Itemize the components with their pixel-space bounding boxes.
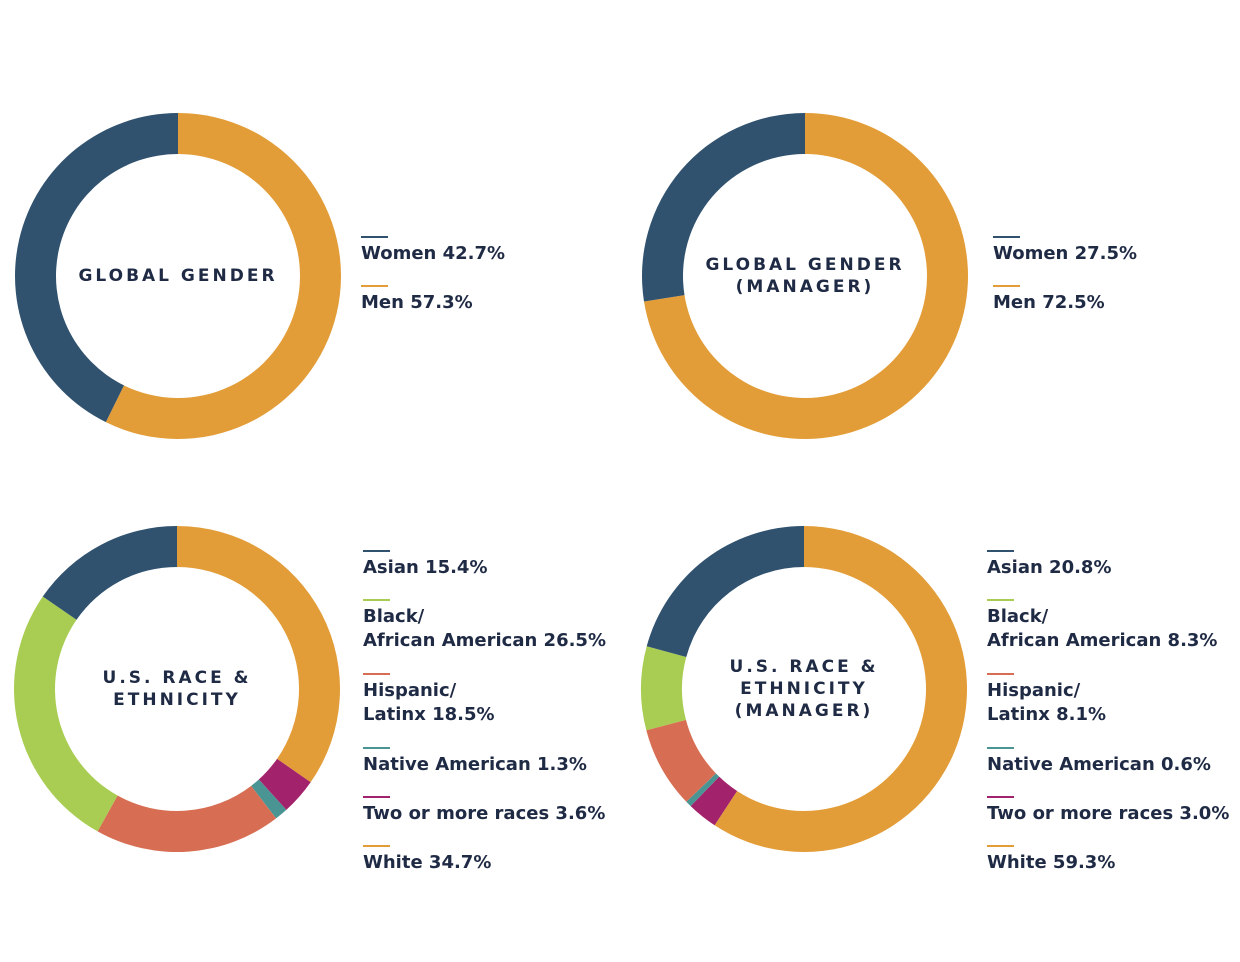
legend-label: Men 72.5% bbox=[993, 292, 1105, 313]
legend-label: Native American 0.6% bbox=[987, 754, 1211, 775]
donut-us-race-ethnicity: U.S. RACE & ETHNICITY bbox=[12, 524, 342, 854]
legend-item-white: White 59.3% bbox=[987, 845, 1240, 875]
slice-black-african-american bbox=[641, 646, 687, 731]
legend-swatch bbox=[987, 550, 1014, 552]
legend-swatch bbox=[987, 845, 1014, 847]
legend-swatch bbox=[363, 796, 390, 798]
donut-svg bbox=[642, 113, 968, 439]
legend-swatch bbox=[987, 747, 1014, 749]
donut-us-race-ethnicity-manager: U.S. RACE & ETHNICITY (MANAGER) bbox=[639, 524, 969, 854]
legend-swatch bbox=[993, 236, 1020, 238]
legend-swatch bbox=[993, 285, 1020, 287]
slice-asian bbox=[646, 526, 804, 658]
donut-svg bbox=[641, 526, 967, 852]
slice-hispanic-latinx bbox=[646, 719, 716, 802]
legend-swatch bbox=[987, 599, 1014, 601]
legend-label: Hispanic/ Latinx 18.5% bbox=[363, 680, 495, 725]
slice-women bbox=[15, 113, 178, 423]
legend-swatch bbox=[363, 550, 390, 552]
legend-item-two-or-more: Two or more races 3.0% bbox=[987, 796, 1240, 826]
legend-label: Two or more races 3.6% bbox=[363, 803, 606, 824]
donut-global-gender-manager: GLOBAL GENDER (MANAGER) bbox=[640, 111, 970, 441]
legend-item-native-american: Native American 1.3% bbox=[363, 747, 623, 777]
legend-item-black: Black/ African American 8.3% bbox=[987, 599, 1240, 653]
donut-svg bbox=[15, 113, 341, 440]
legend-item-two-or-more: Two or more races 3.6% bbox=[363, 796, 623, 826]
legend-swatch bbox=[987, 673, 1014, 675]
legend-label: Black/ African American 26.5% bbox=[363, 606, 606, 651]
legend-swatch bbox=[363, 747, 390, 749]
legend-label: Black/ African American 8.3% bbox=[987, 606, 1218, 651]
slice-two-or-more-races bbox=[258, 758, 311, 810]
slice-native-american bbox=[686, 773, 720, 807]
legend-swatch bbox=[361, 285, 388, 287]
legend-item-men: Men 72.5% bbox=[993, 285, 1240, 315]
donut-svg bbox=[14, 526, 340, 852]
legend-item-women: Women 42.7% bbox=[361, 236, 621, 266]
slice-white bbox=[714, 526, 967, 852]
legend-label: Two or more races 3.0% bbox=[987, 803, 1230, 824]
legend-label: White 59.3% bbox=[987, 852, 1116, 873]
legend-item-black: Black/ African American 26.5% bbox=[363, 599, 623, 653]
legend-item-men: Men 57.3% bbox=[361, 285, 621, 315]
slice-hispanic-latinx bbox=[97, 785, 277, 852]
legend-label: Women 42.7% bbox=[361, 243, 506, 264]
slice-women bbox=[642, 113, 805, 302]
legend-swatch bbox=[363, 673, 390, 675]
slice-white bbox=[177, 526, 340, 783]
legend-label: Men 57.3% bbox=[361, 292, 473, 313]
legend-swatch bbox=[361, 236, 388, 238]
legend-label: Hispanic/ Latinx 8.1% bbox=[987, 680, 1107, 725]
donut-global-gender: GLOBAL GENDER bbox=[13, 111, 343, 441]
legend-swatch bbox=[363, 599, 390, 601]
legend-label: Women 27.5% bbox=[993, 243, 1138, 264]
legend-item-asian: Asian 15.4% bbox=[363, 550, 623, 580]
legend-item-hispanic: Hispanic/ Latinx 8.1% bbox=[987, 673, 1240, 727]
legend-label: Native American 1.3% bbox=[363, 754, 587, 775]
legend-item-white: White 34.7% bbox=[363, 845, 623, 875]
legend-label: Asian 15.4% bbox=[363, 557, 488, 578]
legend-item-women: Women 27.5% bbox=[993, 236, 1240, 266]
slice-men bbox=[105, 113, 341, 440]
legend-swatch bbox=[363, 845, 390, 847]
legend-label: White 34.7% bbox=[363, 852, 492, 873]
legend-item-hispanic: Hispanic/ Latinx 18.5% bbox=[363, 673, 623, 727]
slice-black-african-american bbox=[14, 596, 118, 832]
slice-native-american bbox=[251, 779, 287, 819]
slice-asian bbox=[42, 526, 177, 620]
legend-label: Asian 20.8% bbox=[987, 557, 1112, 578]
legend-item-asian: Asian 20.8% bbox=[987, 550, 1240, 580]
legend-item-native-american: Native American 0.6% bbox=[987, 747, 1240, 777]
legend-swatch bbox=[987, 796, 1014, 798]
slice-two-or-more-races bbox=[690, 776, 738, 826]
